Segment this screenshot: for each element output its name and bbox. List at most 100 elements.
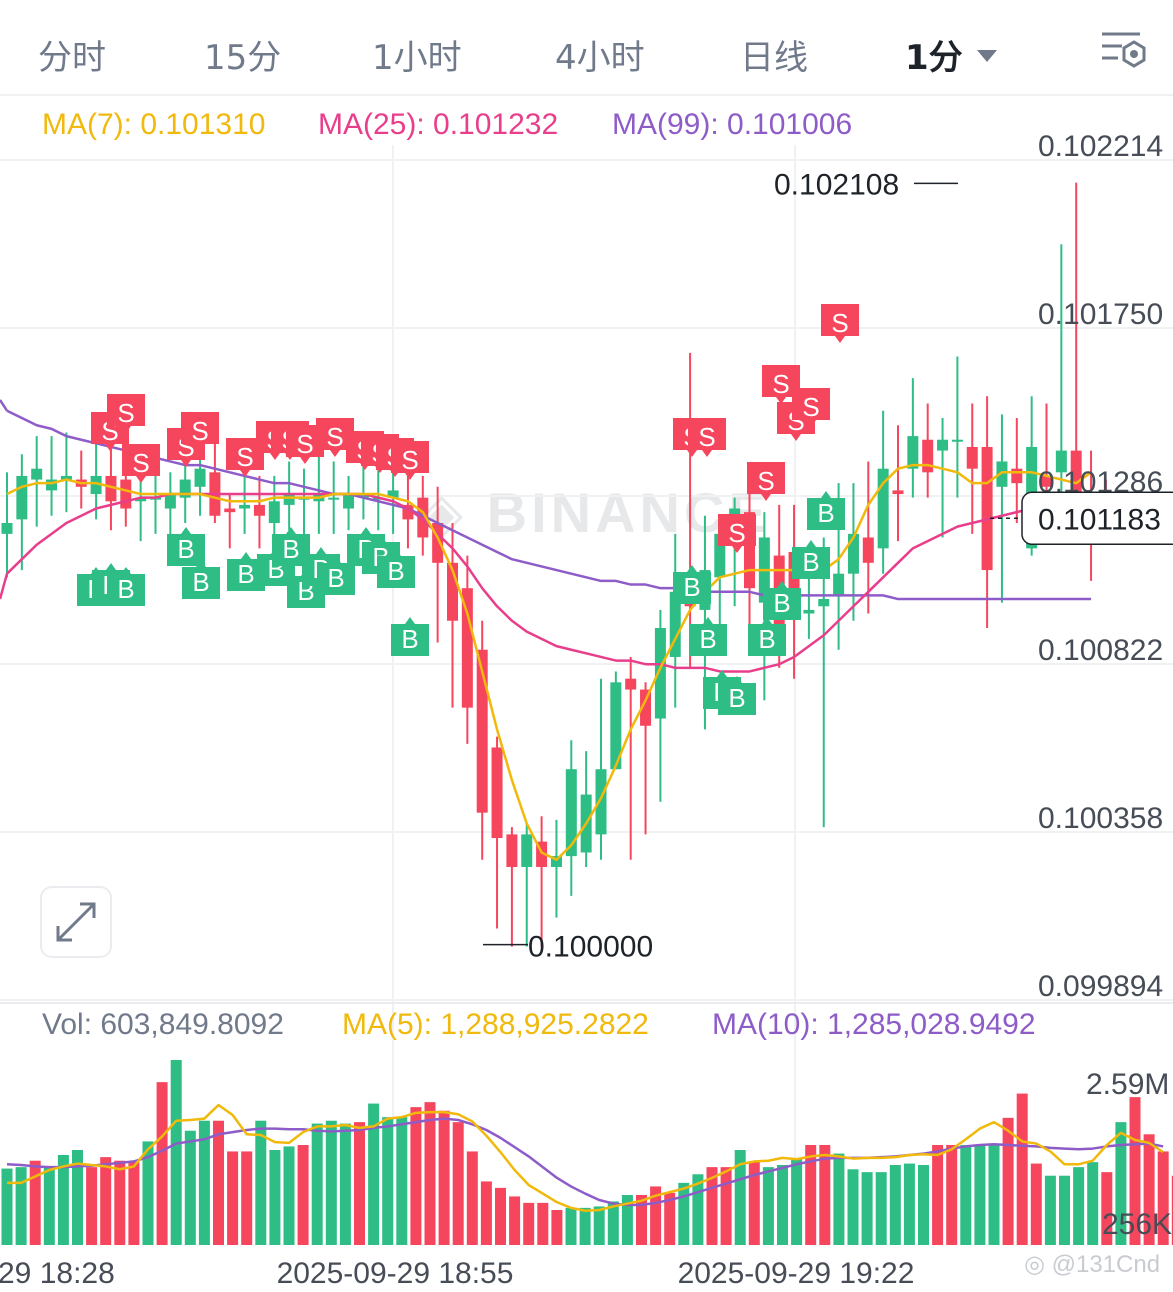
volume-bar [819,1145,831,1245]
buy-marker-label: B [387,556,404,586]
candle-body [46,479,58,491]
volume-bar [438,1110,450,1245]
sell-marker-label: S [296,429,313,459]
sell-marker-label: S [698,422,715,452]
volume-axis-max-label: 2.59M [1086,1068,1169,1101]
volume-bar [213,1120,224,1245]
candle-body [387,490,399,498]
buy-marker [107,567,145,606]
volume-bar [1171,1175,1173,1245]
volume-bar [1143,1134,1155,1245]
expand-icon [56,902,96,942]
volume-bar [29,1160,41,1245]
candle-body [105,475,117,502]
volume-bar [311,1123,323,1245]
sell-marker [762,365,800,404]
candle-body [135,497,147,502]
buy-marker [763,581,801,620]
tab-15m[interactable]: 15分 [204,38,282,78]
candle-body [847,533,859,574]
candle-body [402,504,414,520]
candle-body [862,537,874,563]
volume-bar [410,1107,422,1245]
sell-marker [181,412,219,451]
sell-marker-label: S [191,416,208,446]
volume-bar [339,1123,351,1245]
candle-body [120,479,132,509]
sell-marker-label: S [772,369,789,399]
price-axis-label: 0.099894 [1038,970,1163,1003]
sell-marker-label: S [831,308,848,338]
buy-marker-label: B [817,498,834,528]
candle-body [357,494,369,498]
buy-marker [377,549,415,588]
buy-marker [391,617,429,656]
buy-marker [718,676,756,715]
tab-1m[interactable]: 1分 [905,30,997,79]
candle-body [818,599,830,607]
sell-marker-label: S [757,466,774,496]
volume-bar [692,1174,704,1245]
buy-marker-label: B [758,624,775,654]
buy-marker-label: B [802,547,819,577]
candle-body [1,523,13,534]
tab-4h[interactable]: 4小时 [555,38,645,78]
volume-bar [678,1182,690,1245]
candle-body [268,501,280,523]
candle-body [536,841,548,867]
volume-ma10-line [6,1117,1164,1207]
volume-bar [15,1167,27,1245]
candle-body [1055,450,1067,473]
volume-bar [593,1206,605,1245]
buy-marker [792,540,830,579]
buy-marker-label: B [282,534,299,564]
candle-body [476,649,488,813]
candle-body [966,446,978,469]
volume-bar [1157,1151,1169,1245]
candle-body [194,468,206,487]
volume-bar [509,1196,521,1245]
volume-bar [1115,1122,1127,1245]
candle-body [1070,450,1082,498]
candle-body [506,834,518,867]
candle-body [744,512,755,589]
volume-bar [43,1167,55,1245]
candle-body [803,609,815,614]
buy-marker [673,565,711,604]
fullscreen-button[interactable] [40,886,112,958]
volume-bar [1030,1163,1042,1245]
candle-body [922,439,934,473]
volume-bar [903,1163,915,1245]
ma99-legend: MA(99): 0.101006 [612,108,853,141]
chart-settings-icon[interactable] [1100,28,1148,72]
tab-1d[interactable]: 日线 [740,38,808,78]
tab-1h[interactable]: 1小时 [372,38,462,78]
volume-bar [847,1169,859,1245]
volume-bar [100,1157,112,1245]
volume-bar [227,1151,239,1245]
buy-marker-label: B [683,572,700,602]
candle-body [1011,468,1023,484]
sell-marker [391,441,429,480]
ma99-line-lead [0,399,9,412]
volume-bar [621,1195,633,1245]
candle-body [253,504,265,516]
candle-body [1041,475,1052,487]
high-price-label: 0.102108 [774,168,899,201]
vol-legend-value: Vol: 603,849.8092 [42,1008,284,1041]
volume-bar [1002,1117,1014,1245]
buy-marker [689,617,727,656]
volume-bar [354,1122,365,1245]
tab-time-sharing[interactable]: 分时 [38,38,106,78]
volume-bar [382,1117,394,1245]
buy-marker-label: B [699,624,716,654]
volume-bar [706,1167,718,1245]
volume-bar [777,1165,788,1245]
price-axis-label: 0.100822 [1038,634,1163,667]
ma25-legend: MA(25): 0.101232 [318,108,559,141]
volume-bar [480,1181,492,1245]
volume-bar [960,1145,972,1245]
sell-marker [316,418,354,457]
volume-bar [762,1167,774,1245]
